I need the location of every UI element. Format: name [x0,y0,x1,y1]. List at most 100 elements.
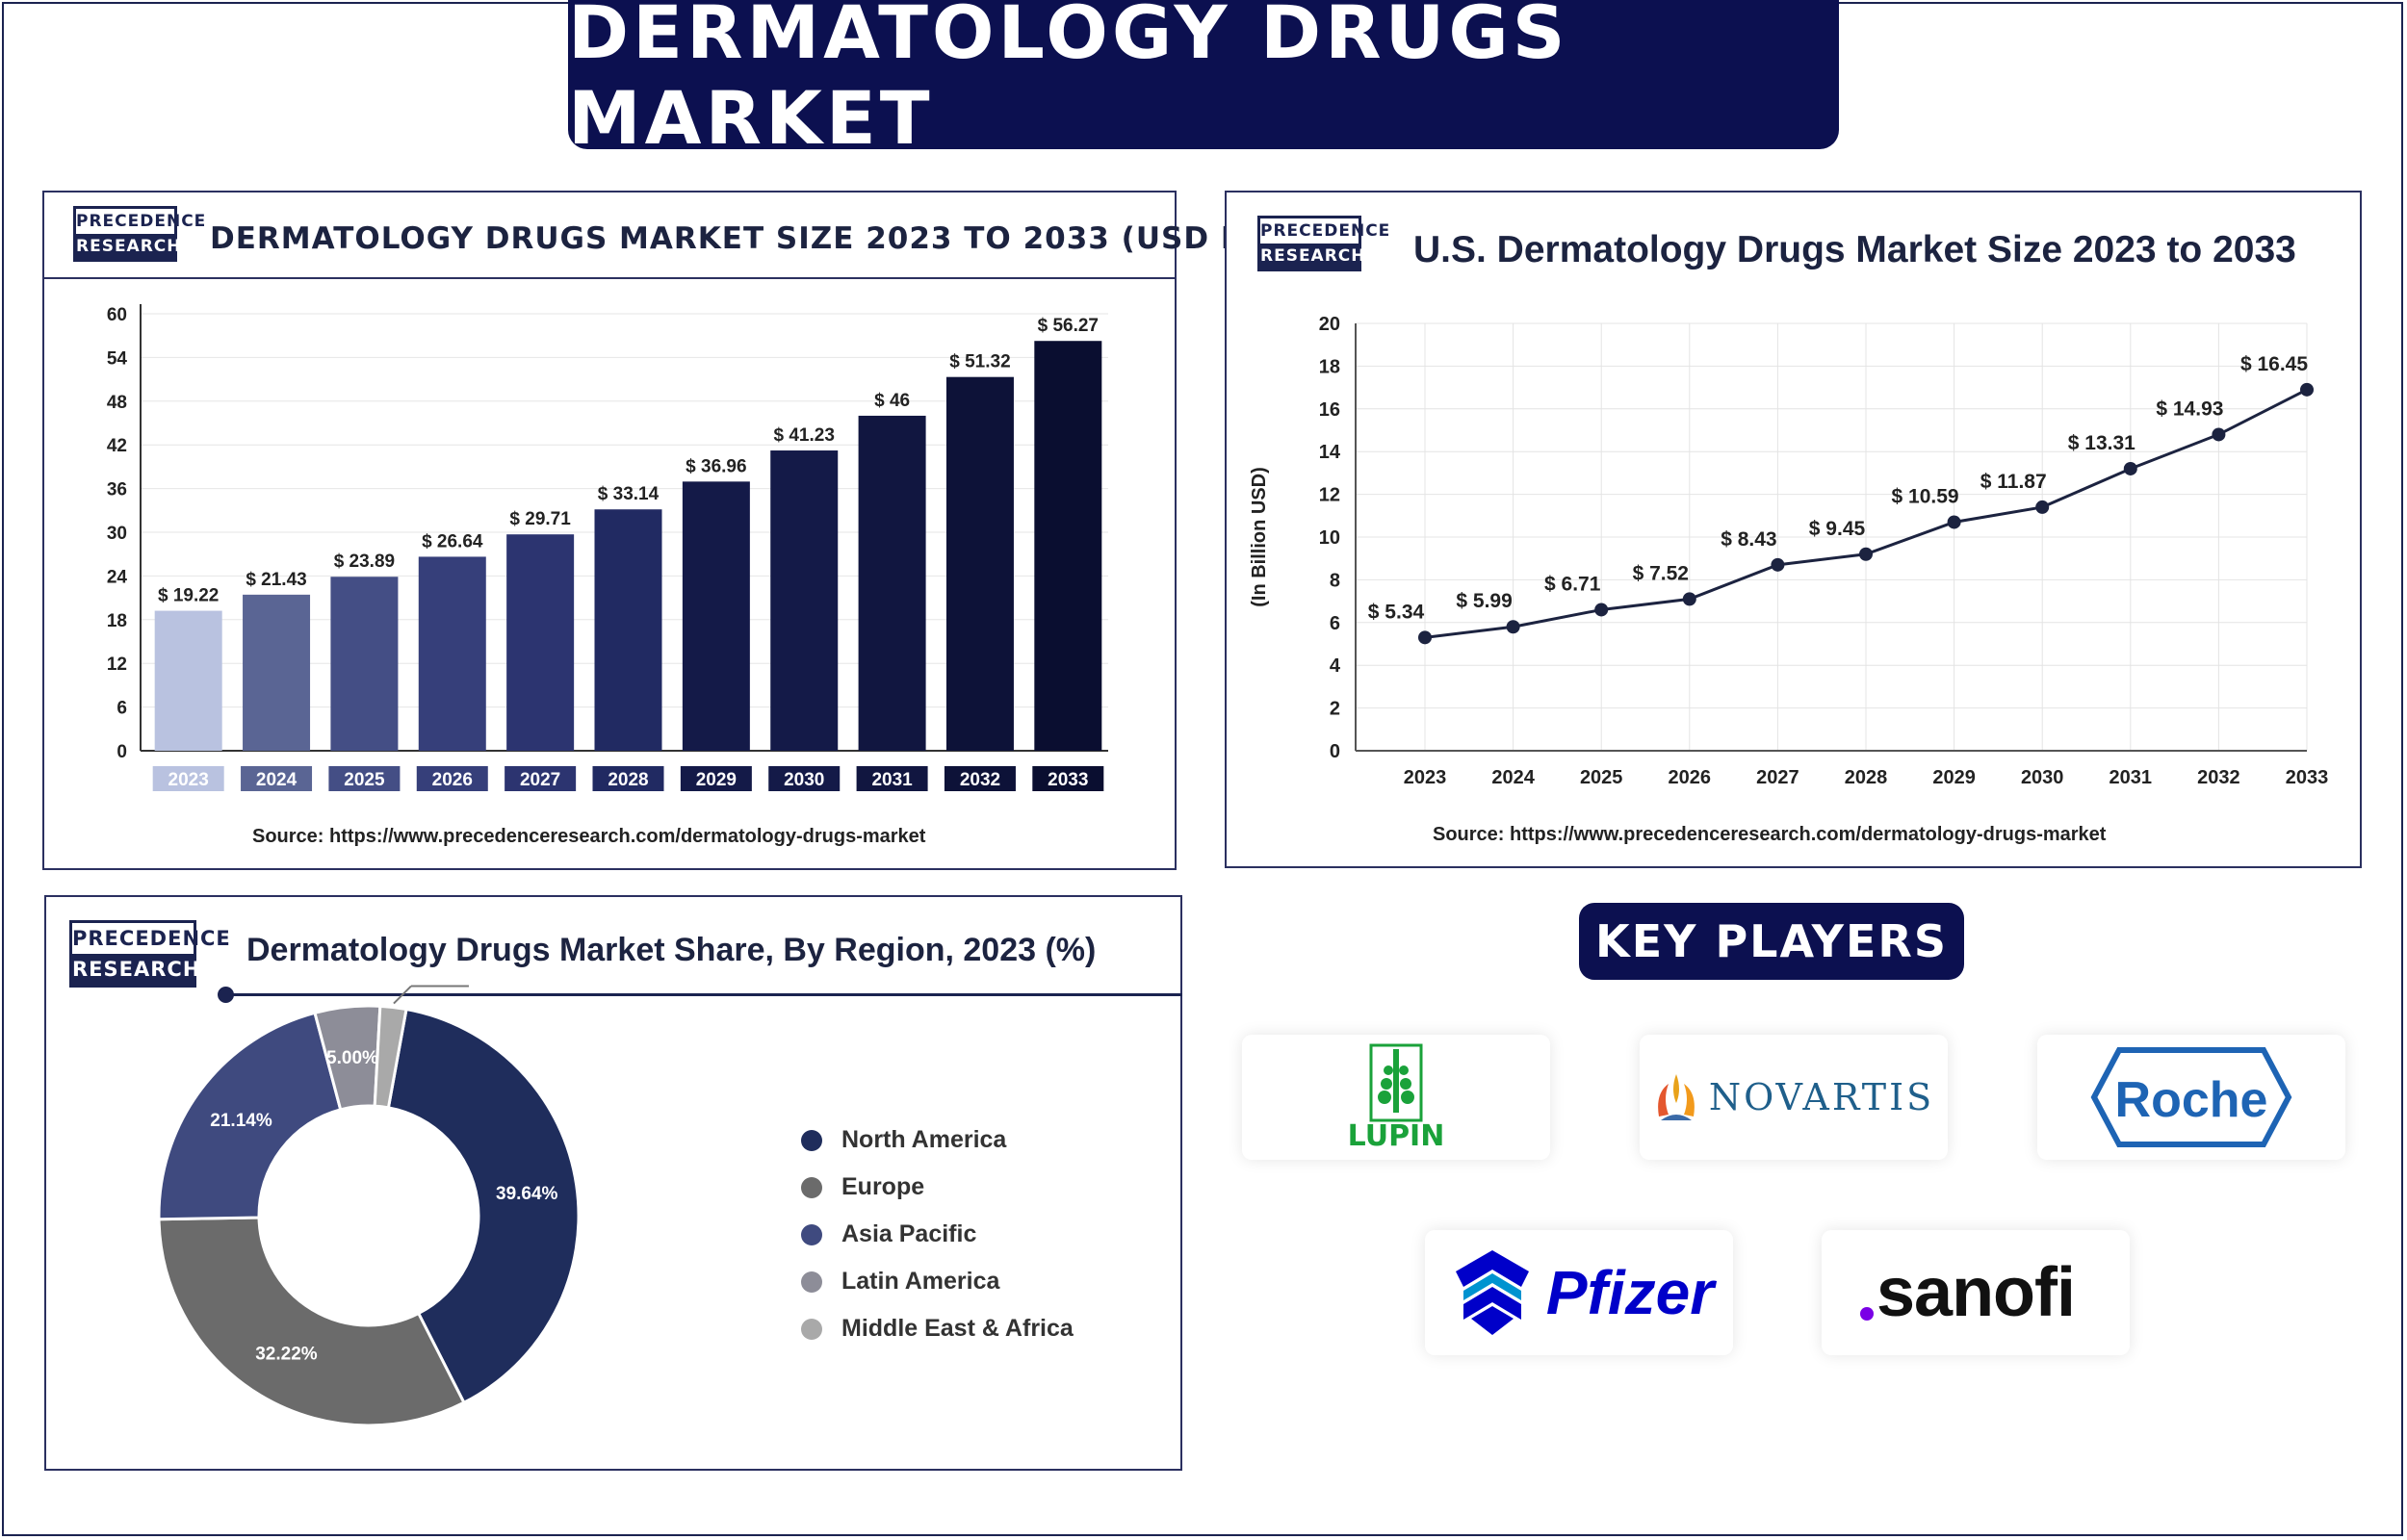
bar-x-tick-box [416,766,488,791]
legend-label: Europe [841,1173,925,1200]
pie-leader-line [393,985,412,1005]
bar [243,594,311,751]
line-chart-panel: PRECEDENCE RESEARCH U.S. Dermatology Dru… [1225,191,2362,868]
bar-x-tick-box [856,766,928,791]
legend-swatch [801,1270,822,1293]
bar-y-tick: 42 [107,436,127,456]
sanofi-card: sanofi [1822,1230,2130,1355]
line-x-tick: 2024 [1491,767,1535,788]
bar [1034,341,1102,751]
bar-x-tick: 2027 [520,770,560,790]
pfizer-card: Pfizer [1425,1230,1733,1355]
line-data-label: $ 13.31 [2068,432,2135,454]
bar-x-tick-box [152,766,224,791]
bar-x-tick: 2026 [432,770,473,790]
lupin-logo: LUPIN [1347,1043,1445,1153]
sanofi-dot-icon [1860,1307,1874,1321]
bar-y-tick: 36 [107,480,127,500]
line-chart-title: U.S. Dermatology Drugs Market Size 2023 … [1413,229,2296,270]
line-point [1947,515,1961,529]
pie-legend-item: Asia Pacific [801,1211,1074,1258]
pie-slice [386,1007,581,1405]
bar-x-tick: 2029 [696,770,737,790]
line-data-label: $ 16.45 [2240,353,2308,375]
line-y-tick: 18 [1319,356,1340,377]
bar-x-tick-box [944,766,1016,791]
bar-data-label: $ 33.14 [598,484,660,504]
line-x-tick: 2027 [1756,767,1799,788]
bar-y-tick: 30 [107,524,127,544]
legend-label: Latin America [841,1268,1000,1295]
pie-legend-item: North America [801,1116,1074,1164]
bar-y-tick: 60 [107,305,127,325]
bar-x-tick: 2033 [1048,770,1088,790]
bar-x-tick-box [328,766,401,791]
pie-chart-title: Dermatology Drugs Market Share, By Regio… [246,932,1097,968]
roche-wordmark: Roche [2114,1072,2268,1128]
bar-data-label: $ 23.89 [334,552,395,572]
bar-y-tick: 18 [107,611,127,631]
pie-slice-label: 39.64% [496,1184,558,1204]
pie-legend-item: Europe [801,1164,1074,1211]
line-point [1594,603,1609,617]
novartis-card: NOVARTIS [1640,1035,1948,1160]
bar-x-tick: 2028 [608,770,648,790]
line-y-tick: 10 [1319,527,1340,549]
line-x-tick: 2028 [1845,767,1888,788]
bar-data-label: $ 19.22 [158,586,219,606]
line-x-tick: 2032 [2197,767,2240,788]
pie-slice-label: 5.00% [326,1048,378,1068]
bar [594,509,662,751]
brand-line1: PRECEDENCE [76,209,205,234]
line-y-tick: 0 [1330,741,1340,762]
line-y-tick: 2 [1330,699,1340,720]
line-x-tick: 2031 [2109,767,2153,788]
line-point [1859,547,1873,561]
bar-x-tick: 2032 [960,770,1000,790]
bar [154,610,222,751]
roche-logo [2090,1047,2292,1147]
bar-y-tick: 24 [107,567,128,587]
line-point [2035,500,2050,514]
brand-logo: PRECEDENCE RESEARCH [69,920,230,988]
line-chart-source: Source: https://www.precedenceresearch.c… [1433,824,2107,845]
pie-slice-label: 21.14% [210,1111,272,1131]
line-point [1506,620,1520,634]
page-title: DERMATOLOGY DRUGS MARKET [568,0,1569,161]
legend-label: Middle East & Africa [841,1315,1074,1342]
novartis-wordmark: NOVARTIS [1708,1076,1935,1118]
bar-y-tick: 0 [116,742,127,762]
pie-chart: 39.64% 32.22% 21.14% 5.00% 2.00% [157,982,581,1427]
pie-slice-label: 32.22% [255,1344,318,1364]
sanofi-wordmark: sanofi [1876,1254,2076,1331]
bar-x-tick: 2025 [344,770,385,790]
brand-line1: PRECEDENCE [1260,218,1389,244]
line-point [1682,592,1696,606]
pie-slice-label: 2.00% [414,982,466,986]
bar [330,577,399,751]
bar [506,534,575,751]
line-data-label: $ 7.52 [1633,562,1689,584]
bar [945,376,1014,751]
bar [858,415,926,751]
line-y-tick: 4 [1330,655,1341,677]
line-data-label: $ 8.43 [1721,528,1776,551]
bar-data-label: $ 56.27 [1038,316,1099,336]
lupin-wordmark: LUPIN [1347,1119,1445,1153]
brand-logo: PRECEDENCE RESEARCH [1257,216,1389,271]
line-data-label: $ 14.93 [2156,398,2223,420]
brand-line1: PRECEDENCE [72,923,230,954]
bar-chart: 0 6 12 18 24 30 36 42 48 54 60 $ 19.22 2023 $ 21.43 20… [107,304,1108,791]
line-data-label: $ 10.59 [1892,485,1959,507]
line-point [2123,461,2137,475]
line-point [1771,557,1785,572]
pie-legend-item: Middle East & Africa [801,1305,1074,1352]
bar-x-tick-box [1032,766,1104,791]
line-y-label: (In Billion USD) [1249,467,1270,607]
pfizer-wordmark: Pfizer [1545,1258,1715,1327]
legend-swatch [801,1223,822,1245]
bar-x-tick-box [241,766,313,791]
line-point [2300,382,2314,397]
line-data-label: $ 5.99 [1456,590,1512,612]
legend-label: North America [841,1126,1007,1153]
